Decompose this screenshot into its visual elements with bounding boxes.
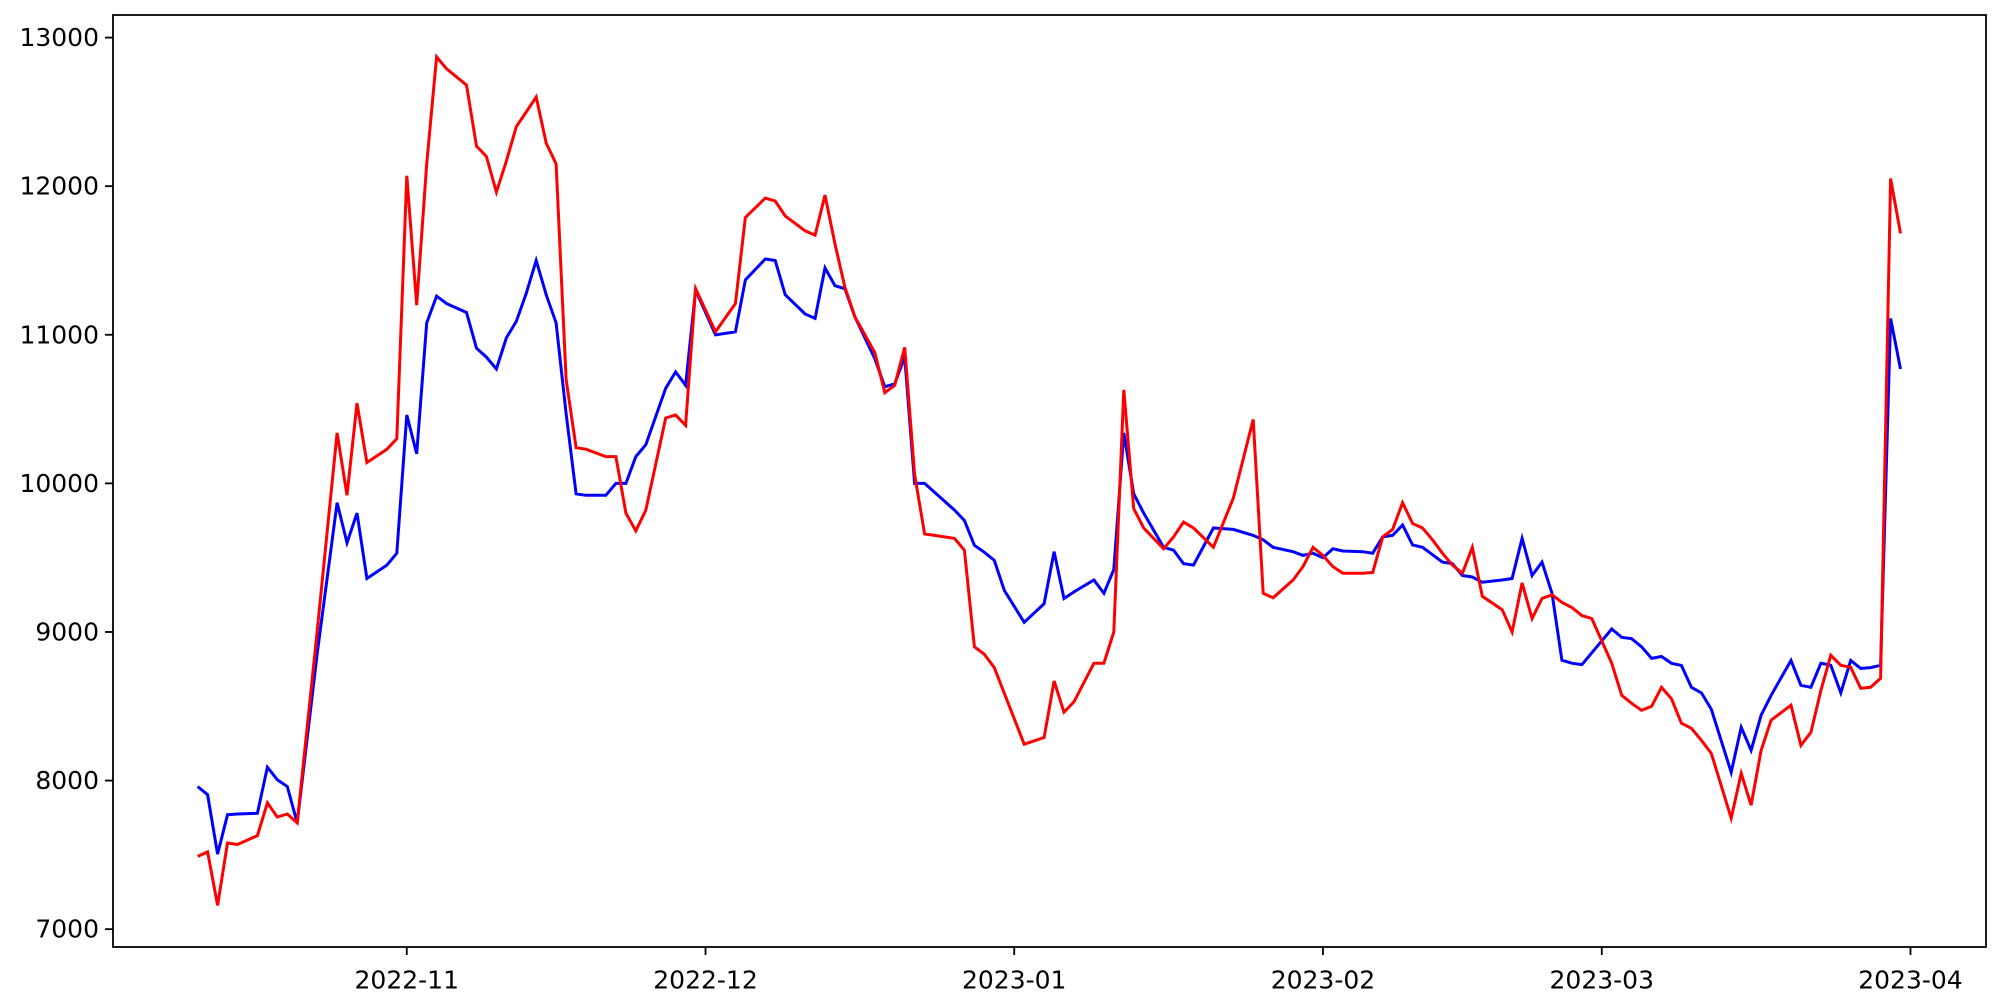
y-tick-label: 8000	[35, 766, 99, 795]
y-tick-label: 7000	[35, 915, 99, 944]
y-tick-label: 10000	[19, 469, 99, 498]
x-tick-label: 2023-03	[1550, 966, 1654, 995]
y-tick-label: 12000	[19, 172, 99, 201]
x-tick-label: 2023-02	[1271, 966, 1375, 995]
plot-border	[112, 14, 1987, 948]
red-series-line	[196, 53, 1902, 906]
x-tick-label: 2023-01	[962, 966, 1066, 995]
y-tick-label: 13000	[19, 23, 99, 52]
y-tick-label: 9000	[35, 617, 99, 646]
x-tick-label: 2022-12	[653, 966, 757, 995]
blue-series-line	[196, 255, 1902, 855]
x-tick-label: 2023-04	[1858, 966, 1962, 995]
y-tick-label: 11000	[19, 320, 99, 349]
x-tick-label: 2022-11	[355, 966, 459, 995]
